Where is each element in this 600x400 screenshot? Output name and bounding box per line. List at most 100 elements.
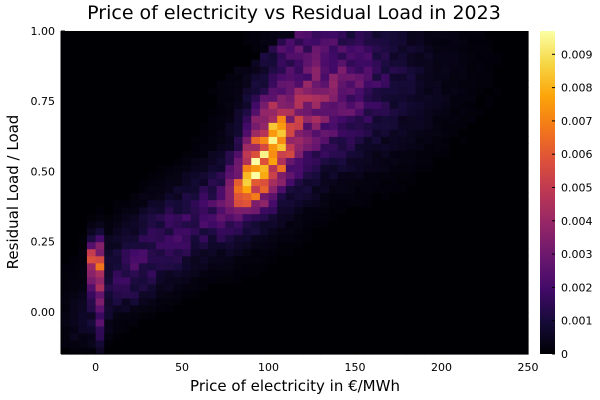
heatmap-cell [320,101,330,109]
heatmap-cell [467,325,477,334]
heatmap-cell [329,178,339,187]
heatmap-cell [121,234,131,243]
heatmap-cell [432,87,443,95]
y-tick-label: 1.00 [31,25,56,38]
heatmap-cell [380,38,391,46]
heatmap-cell [277,325,287,334]
heatmap-cell [259,129,270,137]
heatmap-cell [233,80,244,88]
heatmap-cell [450,136,460,144]
heatmap-cell [277,283,287,292]
heatmap-cell [86,150,97,158]
heatmap-cell [156,66,166,74]
heatmap-cell [190,59,200,67]
heatmap-cell [130,59,140,67]
heatmap-cell [398,115,408,123]
heatmap-cell [398,325,408,334]
heatmap-cell [285,52,296,60]
heatmap-cell [104,283,114,292]
heatmap-cell [277,178,287,187]
heatmap-cell [311,31,322,39]
heatmap-cell [363,164,373,173]
heatmap-cell [329,101,339,109]
heatmap-cell [432,45,443,53]
heatmap-cell [363,192,373,201]
heatmap-cell [484,157,495,166]
heatmap-cell [104,325,114,334]
heatmap-cell [415,185,425,194]
heatmap-cell [329,157,339,166]
heatmap-cell [363,150,373,158]
heatmap-cell [112,136,123,144]
heatmap-cell [130,262,140,271]
heatmap-cell [389,276,399,285]
heatmap-cell [104,66,114,74]
heatmap-cell [329,66,339,74]
heatmap-cell [320,171,330,180]
heatmap-cell [346,297,356,306]
heatmap-cell [398,157,408,166]
heatmap-cell [519,234,529,243]
heatmap-cell [104,108,114,116]
heatmap-cell [112,157,123,166]
heatmap-cell [268,115,278,123]
heatmap-cell [450,143,460,151]
heatmap-cell [208,136,218,144]
heatmap-cell [372,290,382,299]
heatmap-cell [441,171,451,180]
heatmap-cell [415,178,425,187]
heatmap-cell [484,346,495,355]
heatmap-cell [294,192,304,201]
heatmap-cell [173,73,183,81]
heatmap-cell [86,283,97,292]
heatmap-cell [173,171,183,180]
heatmap-cell [467,80,477,88]
heatmap-cell [216,206,226,215]
heatmap-cell [182,248,192,257]
heatmap-cell [502,136,512,144]
heatmap-cell [398,283,408,292]
heatmap-cell [216,87,226,95]
heatmap-cell [208,164,218,173]
heatmap-cell [259,311,270,320]
heatmap-cell [277,150,287,158]
heatmap-cell [337,304,347,313]
heatmap-cell [199,115,209,123]
heatmap-cell [251,339,261,348]
heatmap-cell [242,290,252,299]
heatmap-cell [372,80,382,88]
heatmap-cell [199,66,209,74]
heatmap-cell [389,185,399,194]
heatmap-cell [493,339,503,348]
heatmap-cell [130,290,140,299]
heatmap-cell [311,283,322,292]
colorbar-tick-label: 0.003 [561,248,593,261]
heatmap-cell [104,276,114,285]
heatmap-cell [415,206,425,215]
heatmap-cell [233,332,244,341]
heatmap-cell [355,94,365,102]
heatmap-cell [182,318,192,327]
heatmap-cell [493,255,503,264]
heatmap-cell [147,297,157,306]
heatmap-cell [519,80,529,88]
heatmap-cell [208,101,218,109]
heatmap-cell [130,115,140,123]
heatmap-cell [112,52,123,60]
heatmap-cell [95,262,105,271]
heatmap-cell [363,297,373,306]
heatmap-cell [69,94,79,102]
heatmap-cell [398,248,408,257]
heatmap-cell [112,45,123,53]
heatmap-cell [182,311,192,320]
heatmap-cell [320,318,330,327]
heatmap-cell [182,206,192,215]
heatmap-cell [104,31,114,39]
heatmap-cell [130,346,140,355]
heatmap-cell [208,290,218,299]
heatmap-cell [467,332,477,341]
heatmap-cell [441,38,451,46]
heatmap-cell [398,234,408,243]
heatmap-cell [467,129,477,137]
heatmap-cell [138,325,149,334]
